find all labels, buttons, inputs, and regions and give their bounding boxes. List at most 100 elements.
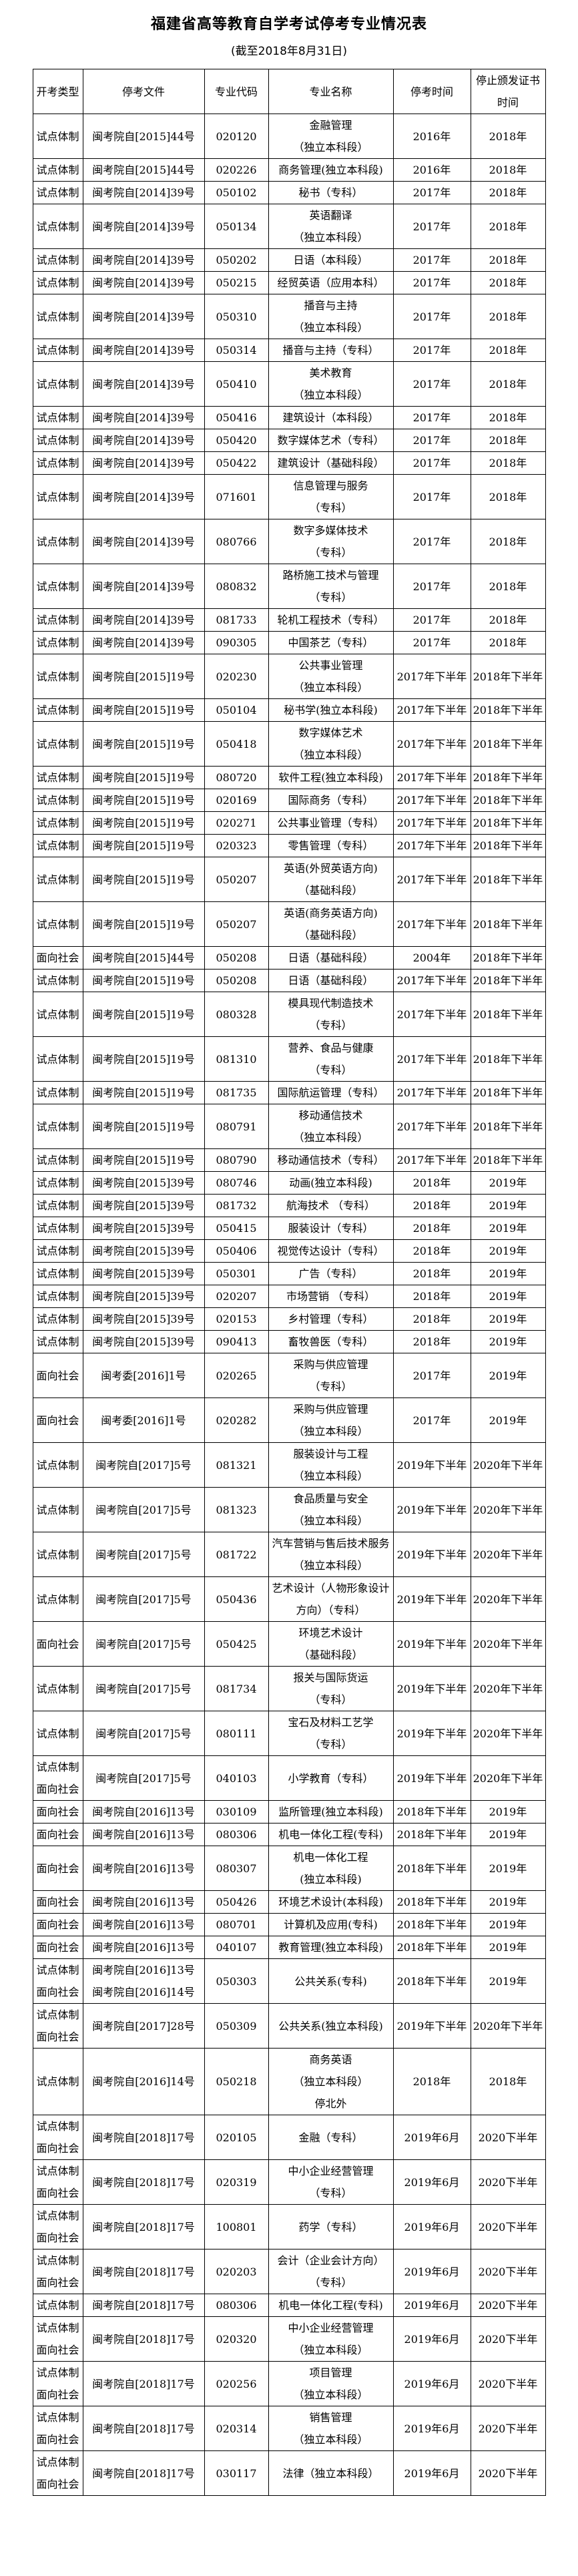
cell-major-code: 100801 [204, 2204, 269, 2249]
cell-stop-time: 2019年6月 [392, 2159, 471, 2205]
table-row: 试点体制 闽考院自[2014]39号 050215 经贸英语（应用本科） 201… [32, 271, 546, 294]
cell-stop-time: 2018年下半年 [392, 1823, 471, 1846]
cell-stop-time: 2017年下半年 [392, 1104, 471, 1149]
cell-major-code: 020282 [204, 1398, 269, 1443]
cell-major-code: 080791 [204, 1104, 269, 1149]
table-header: 开考类型 停考文件 专业代码 专业名称 停考时间 停止颁发证书 时间 [32, 69, 546, 114]
cell-stop-time: 2018年下半年 [392, 1913, 471, 1936]
cell-stop-document: 闽考院自[2014]39号 [82, 631, 205, 654]
cell-major-code: 050202 [204, 248, 269, 272]
cell-cert-stop-time: 2018年 [470, 451, 546, 475]
cell-major-name: 数字多媒体技术 （专科） [268, 519, 394, 564]
cell-exam-type: 面向社会 [32, 1823, 83, 1846]
cell-stop-document: 闽考院自[2016]14号 [82, 2048, 205, 2115]
cell-major-name: 金融管理 （独立本科段） [268, 114, 394, 159]
table-row: 试点体制 闽考院自[2015]39号 090413 畜牧兽医（专科） 2018年… [32, 1330, 546, 1353]
cell-major-name: 国际航运管理（专科） [268, 1081, 394, 1104]
cell-stop-time: 2017年 [392, 564, 471, 609]
cell-major-name: 报关与国际货运 （专科） [268, 1666, 394, 1711]
table-row: 试点体制 面向社会 闽考院自[2018]17号 020203 会计（企业会计方向… [32, 2249, 546, 2294]
table-row: 试点体制 闽考院自[2015]19号 080791 移动通信技术 （独立本科段）… [32, 1104, 546, 1149]
cell-major-name: 药学（专科） [268, 2204, 394, 2249]
cell-stop-document: 闽考院自[2016]13号 [82, 1800, 205, 1823]
cell-major-code: 080832 [204, 564, 269, 609]
cell-major-code: 080307 [204, 1846, 269, 1891]
cell-stop-document: 闽考院自[2017]5号 [82, 1532, 205, 1577]
cell-major-name: 数字媒体艺术 （独立本科段） [268, 721, 394, 767]
cell-major-name: 小学教育（专科） [268, 1755, 394, 1801]
table-row: 试点体制 闽考院自[2015]19号 020271 公共事业管理（专科） 201… [32, 811, 546, 835]
cell-major-name: 环境艺术设计(本科段) [268, 1890, 394, 1914]
cell-exam-type: 试点体制 面向社会 [32, 2249, 83, 2294]
cell-stop-time: 2017年 [392, 204, 471, 249]
cell-stop-document: 闽考院自[2015]39号 [82, 1171, 205, 1195]
suspended-majors-table: 开考类型 停考文件 专业代码 专业名称 停考时间 停止颁发证书 时间 试点体制 … [32, 69, 546, 2496]
cell-stop-document: 闽考院自[2018]17号 [82, 2249, 205, 2294]
cell-stop-document: 闽考院自[2014]39号 [82, 181, 205, 204]
cell-major-name: 会计（企业会计方向） （专科） [268, 2249, 394, 2294]
cell-cert-stop-time: 2019年 [470, 1800, 546, 1823]
cell-major-name: 信息管理与服务 （专科） [268, 474, 394, 519]
cell-major-code: 080766 [204, 519, 269, 564]
cell-major-code: 020320 [204, 2316, 269, 2362]
cell-stop-document: 闽考院自[2014]39号 [82, 451, 205, 475]
cell-stop-time: 2019年下半年 [392, 1755, 471, 1801]
cell-stop-time: 2019年6月 [392, 2450, 471, 2496]
cell-cert-stop-time: 2019年 [470, 1823, 546, 1846]
cell-cert-stop-time: 2018年 [470, 294, 546, 339]
cell-major-name: 英语(商务英语方向) （基础科段） [268, 901, 394, 947]
table-row: 试点体制 闽考院自[2015]19号 050104 秘书学(独立本科段) 201… [32, 698, 546, 722]
cell-cert-stop-time: 2020年下半年 [470, 1532, 546, 1577]
cell-stop-document: 闽考院自[2015]19号 [82, 992, 205, 1037]
table-row: 面向社会 闽考院自[2015]44号 050208 日语（基础科段） 2004年… [32, 946, 546, 970]
cell-stop-time: 2017年 [392, 361, 471, 407]
table-row: 试点体制 闽考院自[2017]5号 081722 汽车营销与售后技术服务（独立本… [32, 1532, 546, 1577]
cell-major-name: 商务管理(独立本科段) [268, 158, 394, 182]
cell-stop-document: 闽考院自[2018]17号 [82, 2115, 205, 2160]
cell-cert-stop-time: 2018年下半年 [470, 992, 546, 1037]
cell-major-code: 081722 [204, 1532, 269, 1577]
cell-major-code: 050310 [204, 294, 269, 339]
cell-cert-stop-time: 2019年 [470, 1398, 546, 1443]
cell-stop-document: 闽考院自[2014]39号 [82, 294, 205, 339]
cell-stop-time: 2018年 [392, 1285, 471, 1308]
table-row: 试点体制 闽考院自[2015]19号 080790 移动通信技术（专科） 201… [32, 1148, 546, 1172]
cell-major-name: 教育管理(独立本科段) [268, 1936, 394, 1959]
cell-exam-type: 试点体制 [32, 1194, 83, 1217]
cell-cert-stop-time: 2018年 [470, 474, 546, 519]
table-row: 试点体制 闽考院自[2015]19号 020230 公共事业管理 （独立本科段）… [32, 654, 546, 699]
table-row: 面向社会 闽考院自[2016]13号 080306 机电一体化工程(专科) 20… [32, 1823, 546, 1846]
table-row: 试点体制 闽考院自[2015]19号 050418 数字媒体艺术 （独立本科段）… [32, 721, 546, 767]
cell-stop-time: 2018年 [392, 1330, 471, 1353]
cell-cert-stop-time: 2018年下半年 [470, 901, 546, 947]
table-row: 试点体制 闽考院自[2015]19号 080720 软件工程(独立本科段) 20… [32, 766, 546, 789]
cell-major-code: 050218 [204, 2048, 269, 2115]
cell-stop-time: 2017年下半年 [392, 901, 471, 947]
cell-major-code: 020314 [204, 2406, 269, 2451]
cell-exam-type: 面向社会 [32, 1913, 83, 1936]
cell-stop-time: 2016年 [392, 114, 471, 159]
cell-exam-type: 试点体制 面向社会 [32, 1958, 83, 2004]
cell-cert-stop-time: 2020年下半年 [470, 1666, 546, 1711]
cell-stop-time: 2018年下半年 [392, 1936, 471, 1959]
table-row: 试点体制 闽考院自[2014]39号 050420 数字媒体艺术（专科） 201… [32, 429, 546, 452]
table-row: 试点体制 闽考院自[2014]39号 050102 秘书（专科） 2017年 2… [32, 181, 546, 204]
cell-major-code: 050309 [204, 2003, 269, 2049]
cell-stop-time: 2017年 [392, 294, 471, 339]
table-row: 试点体制 闽考院自[2014]39号 090305 中国茶艺（专科） 2017年… [32, 631, 546, 654]
table-row: 面向社会 闽考院自[2016]13号 030109 监所管理(独立本科段) 20… [32, 1800, 546, 1823]
cell-stop-time: 2019年6月 [392, 2204, 471, 2249]
cell-exam-type: 试点体制 [32, 698, 83, 722]
cell-stop-time: 2017年 [392, 406, 471, 429]
cell-stop-document: 闽考院自[2017]5号 [82, 1576, 205, 1622]
cell-stop-time: 2019年下半年 [392, 1532, 471, 1577]
cell-stop-time: 2017年下半年 [392, 766, 471, 789]
cell-cert-stop-time: 2019年 [470, 1330, 546, 1353]
cell-exam-type: 试点体制 [32, 181, 83, 204]
cell-major-name: 服装设计与工程 （独立本科段） [268, 1442, 394, 1488]
cell-stop-time: 2017年下半年 [392, 811, 471, 835]
cell-major-name: 计算机及应用(专科) [268, 1913, 394, 1936]
cell-stop-document: 闽考院自[2015]39号 [82, 1330, 205, 1353]
cell-stop-document: 闽考院自[2018]17号 [82, 2406, 205, 2451]
cell-major-code: 030109 [204, 1800, 269, 1823]
